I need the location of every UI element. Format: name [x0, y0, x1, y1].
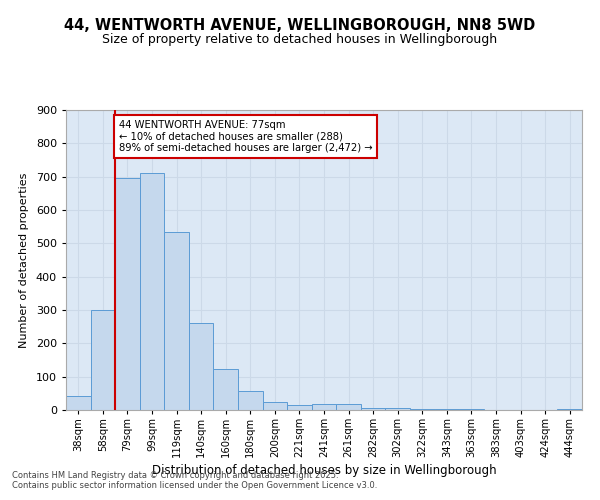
- Bar: [238, 390, 263, 410]
- Bar: [385, 408, 410, 410]
- Bar: [140, 174, 164, 410]
- Bar: [434, 409, 459, 410]
- Bar: [91, 310, 115, 410]
- Text: 44, WENTWORTH AVENUE, WELLINGBOROUGH, NN8 5WD: 44, WENTWORTH AVENUE, WELLINGBOROUGH, NN…: [64, 18, 536, 32]
- Text: Size of property relative to detached houses in Wellingborough: Size of property relative to detached ho…: [103, 32, 497, 46]
- Bar: [557, 408, 582, 410]
- Bar: [336, 404, 361, 410]
- Bar: [214, 370, 238, 410]
- Bar: [410, 409, 434, 410]
- Y-axis label: Number of detached properties: Number of detached properties: [19, 172, 29, 348]
- Bar: [263, 402, 287, 410]
- Bar: [115, 178, 140, 410]
- Bar: [189, 324, 214, 410]
- X-axis label: Distribution of detached houses by size in Wellingborough: Distribution of detached houses by size …: [152, 464, 496, 477]
- Text: 44 WENTWORTH AVENUE: 77sqm
← 10% of detached houses are smaller (288)
89% of sem: 44 WENTWORTH AVENUE: 77sqm ← 10% of deta…: [119, 120, 373, 153]
- Bar: [66, 396, 91, 410]
- Bar: [287, 406, 312, 410]
- Text: Contains HM Land Registry data © Crown copyright and database right 2025.
Contai: Contains HM Land Registry data © Crown c…: [12, 470, 377, 490]
- Bar: [312, 404, 336, 410]
- Bar: [164, 232, 189, 410]
- Bar: [361, 408, 385, 410]
